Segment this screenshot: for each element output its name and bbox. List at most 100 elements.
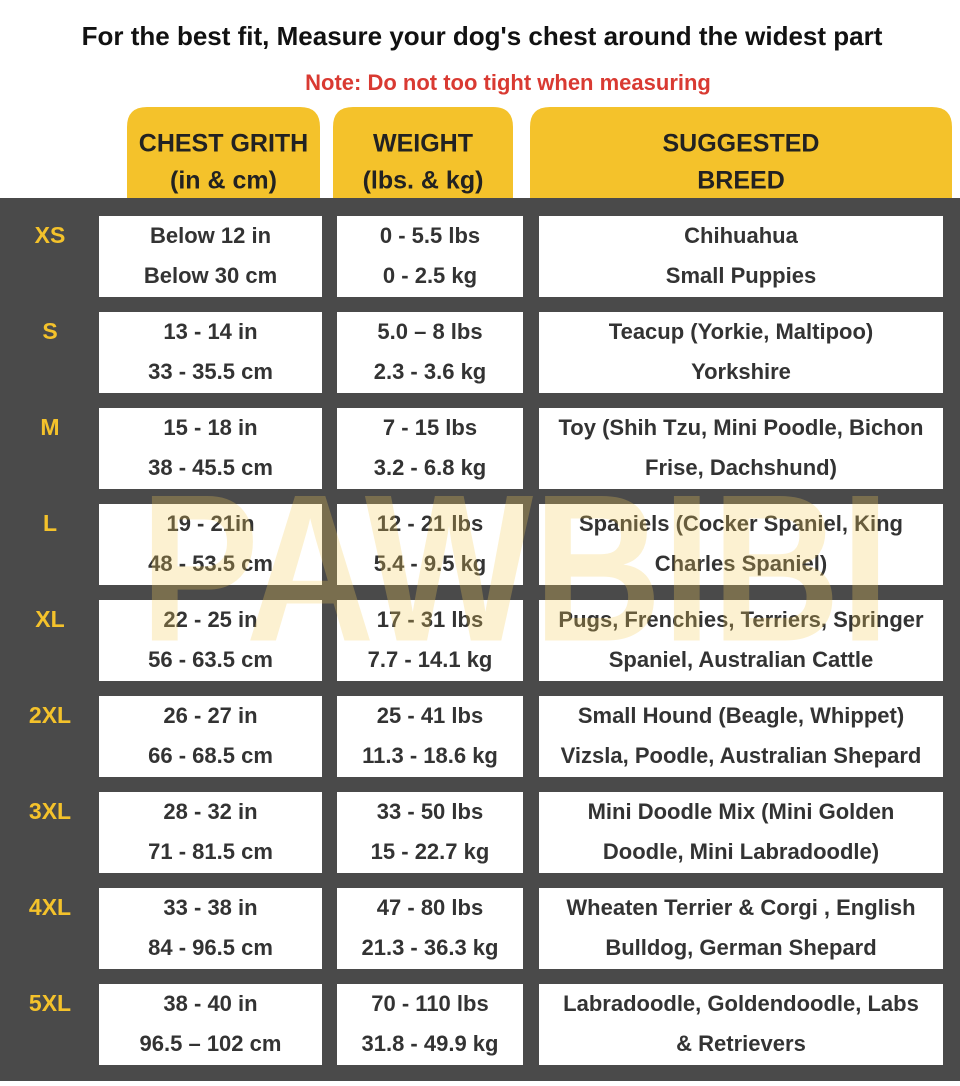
cell	[99, 984, 322, 1065]
cell-text: Spaniel, Australian Cattle	[609, 647, 873, 672]
cell	[539, 888, 943, 969]
cell-text: 66 - 68.5 cm	[148, 743, 273, 768]
cell-text: 3.2 - 6.8 kg	[374, 455, 487, 480]
size-label: 5XL	[29, 990, 71, 1016]
cell-text: 26 - 27 in	[163, 703, 257, 728]
cell-text: 48 - 53.5 cm	[148, 551, 273, 576]
cell	[539, 792, 943, 873]
cell-text: Labradoodle, Goldendoodle, Labs	[563, 991, 919, 1016]
cell	[99, 696, 322, 777]
cell-text: 33 - 35.5 cm	[148, 359, 273, 384]
cell	[539, 696, 943, 777]
cell-text: Chihuahua	[684, 223, 798, 248]
cell-text: 33 - 50 lbs	[377, 799, 483, 824]
cell-text: 17 - 31 lbs	[377, 607, 483, 632]
cell	[337, 600, 523, 681]
cell	[99, 408, 322, 489]
cell	[337, 408, 523, 489]
cell-text: Wheaten Terrier & Corgi , English	[566, 895, 915, 920]
cell-text: 96.5 – 102 cm	[140, 1031, 282, 1056]
cell-text: Doodle, Mini Labradoodle)	[603, 839, 879, 864]
cell-text: 0 - 2.5 kg	[383, 263, 477, 288]
cell-text: 15 - 18 in	[163, 415, 257, 440]
cell-text: Charles Spaniel)	[655, 551, 827, 576]
cell-text: 33 - 38 in	[163, 895, 257, 920]
column-header: (lbs. & kg)	[363, 167, 484, 195]
cell	[99, 888, 322, 969]
cell-text: 28 - 32 in	[163, 799, 257, 824]
cell-text: 2.3 - 3.6 kg	[374, 359, 487, 384]
size-label: 4XL	[29, 894, 71, 920]
cell-text: Teacup (Yorkie, Maltipoo)	[609, 319, 873, 344]
cell-text: 5.0 – 8 lbs	[377, 319, 482, 344]
cell-text: Toy (Shih Tzu, Mini Poodle, Bichon	[558, 415, 923, 440]
column-header: WEIGHT	[373, 130, 473, 158]
cell	[99, 216, 322, 297]
size-label: 2XL	[29, 702, 71, 728]
cell-text: 13 - 14 in	[163, 319, 257, 344]
cell-text: 19 - 21in	[166, 511, 254, 536]
cell-text: 5.4 - 9.5 kg	[374, 551, 487, 576]
cell-text: 38 - 40 in	[163, 991, 257, 1016]
cell-text: Vizsla, Poodle, Australian Shepard	[561, 743, 922, 768]
cell-text: Small Hound (Beagle, Whippet)	[578, 703, 904, 728]
cell	[337, 312, 523, 393]
cell	[539, 984, 943, 1065]
cell-text: 22 - 25 in	[163, 607, 257, 632]
cell	[99, 600, 322, 681]
cell	[99, 504, 322, 585]
size-label: L	[43, 510, 57, 536]
cell-text: Small Puppies	[666, 263, 816, 288]
cell-text: 12 - 21 lbs	[377, 511, 483, 536]
cell	[337, 504, 523, 585]
cell	[337, 792, 523, 873]
cell-text: 84 - 96.5 cm	[148, 935, 273, 960]
cell-text: Below 30 cm	[144, 263, 277, 288]
cell	[337, 888, 523, 969]
header-tab	[333, 107, 513, 198]
cell	[337, 696, 523, 777]
size-label: S	[42, 318, 57, 344]
size-label: M	[40, 414, 59, 440]
title: For the best fit, Measure your dog's che…	[82, 21, 883, 51]
column-header: CHEST GRITH	[139, 130, 308, 158]
cell	[337, 984, 523, 1065]
cell-text: Spaniels (Cocker Spaniel, King	[579, 511, 903, 536]
cell-text: 15 - 22.7 kg	[371, 839, 490, 864]
cell-text: Frise, Dachshund)	[645, 455, 837, 480]
column-header: (in & cm)	[170, 167, 277, 195]
cell-text: Below 12 in	[150, 223, 271, 248]
cell-text: 70 - 110 lbs	[371, 991, 488, 1016]
cell-text: Mini Doodle Mix (Mini Golden	[588, 799, 895, 824]
cell-text: Pugs, Frenchies, Terriers, Springer	[558, 607, 924, 632]
cell	[99, 792, 322, 873]
cell	[337, 216, 523, 297]
cell	[539, 216, 943, 297]
cell	[99, 312, 322, 393]
cell	[539, 408, 943, 489]
cell-text: & Retrievers	[676, 1031, 806, 1056]
cell-text: 0 - 5.5 lbs	[380, 223, 480, 248]
cell-text: 56 - 63.5 cm	[148, 647, 273, 672]
column-header: BREED	[697, 167, 785, 195]
cell-text: 11.3 - 18.6 kg	[362, 743, 498, 768]
cell	[539, 504, 943, 585]
cell	[539, 600, 943, 681]
cell-text: 38 - 45.5 cm	[148, 455, 273, 480]
cell-text: Yorkshire	[691, 359, 791, 384]
note: Note: Do not too tight when measuring	[305, 70, 711, 95]
cell-text: 7.7 - 14.1 kg	[368, 647, 493, 672]
cell-text: 47 - 80 lbs	[377, 895, 483, 920]
cell-text: 71 - 81.5 cm	[148, 839, 273, 864]
size-label: XL	[35, 606, 64, 632]
cell-text: Bulldog, German Shepard	[605, 935, 876, 960]
cell-text: 25 - 41 lbs	[377, 703, 483, 728]
cell-text: 21.3 - 36.3 kg	[362, 935, 499, 960]
header-tab	[127, 107, 320, 198]
cell-text: 7 - 15 lbs	[383, 415, 477, 440]
cell-text: 31.8 - 49.9 kg	[362, 1031, 499, 1056]
header-tab	[530, 107, 952, 198]
size-label: XS	[35, 222, 66, 248]
